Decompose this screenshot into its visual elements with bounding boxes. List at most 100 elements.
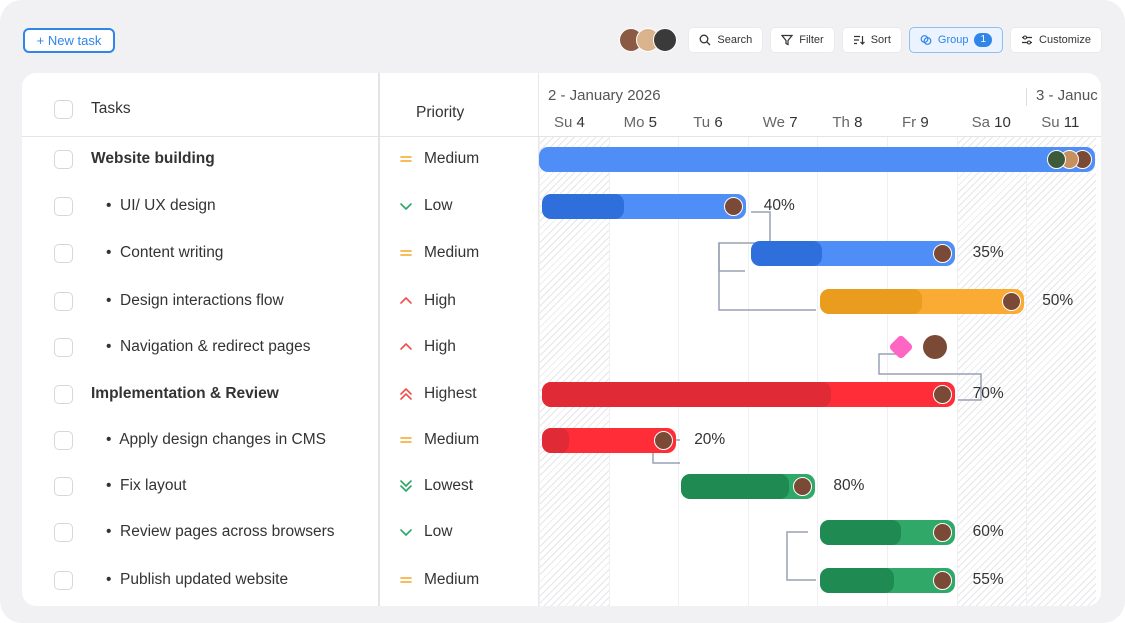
task-name[interactable]: • Fix layout xyxy=(106,477,187,494)
progress-label: 80% xyxy=(833,477,865,494)
day-header: Tu 6 xyxy=(693,114,723,131)
filter-label: Filter xyxy=(799,34,824,46)
progress-fill xyxy=(542,428,569,453)
avatar xyxy=(654,431,674,450)
progress-fill xyxy=(820,520,901,545)
task-bar[interactable] xyxy=(539,147,1095,172)
sliders-icon xyxy=(1022,35,1033,45)
task-name[interactable]: • Apply design changes in CMS xyxy=(106,431,326,448)
search-button[interactable]: Search xyxy=(688,27,764,53)
progress-fill xyxy=(681,474,789,499)
new-task-button[interactable]: + New task xyxy=(23,28,115,53)
task-bar[interactable] xyxy=(681,474,816,499)
task-checkbox[interactable] xyxy=(54,292,73,311)
chevron-up-icon xyxy=(400,297,412,304)
day-header: Mo 5 xyxy=(623,114,657,131)
task-bar[interactable] xyxy=(820,568,955,593)
avatar xyxy=(932,244,952,263)
priority-cell[interactable]: Highest xyxy=(398,384,477,404)
task-name[interactable]: • UI/ UX design xyxy=(106,197,216,214)
equals-icon xyxy=(400,156,412,162)
toolbar: Search Filter Sort Group 1 Customize xyxy=(619,27,1102,53)
double-chevron-up-icon xyxy=(400,388,412,400)
priority-cell[interactable]: High xyxy=(398,337,456,357)
priority-cell[interactable]: Lowest xyxy=(398,476,473,496)
priority-header: Priority xyxy=(416,104,465,121)
day-header: Fr 9 xyxy=(902,114,929,131)
avatar xyxy=(932,385,952,404)
chevron-down-icon xyxy=(400,203,412,210)
priority-cell[interactable]: Medium xyxy=(398,570,479,590)
priority-column: Priority Medium Low Medium High High Highest M… xyxy=(382,73,539,606)
group-button[interactable]: Group 1 xyxy=(908,27,1004,53)
task-checkbox[interactable] xyxy=(54,571,73,590)
task-bar[interactable] xyxy=(820,289,1025,314)
task-bar[interactable] xyxy=(542,382,955,407)
priority-cell[interactable]: High xyxy=(398,291,456,311)
team-avatars[interactable] xyxy=(619,28,678,52)
task-column: Tasks Website building • UI/ UX design •… xyxy=(22,73,380,606)
task-bar[interactable] xyxy=(542,428,677,453)
day-column xyxy=(608,137,679,606)
avatar[interactable] xyxy=(923,335,947,359)
month-label: 3 - Januc xyxy=(1036,87,1098,104)
avatar xyxy=(932,571,952,590)
task-checkbox[interactable] xyxy=(54,431,73,450)
progress-fill xyxy=(750,241,823,266)
progress-label: 60% xyxy=(972,523,1004,540)
avatar xyxy=(1002,292,1022,311)
task-name[interactable]: • Navigation & redirect pages xyxy=(106,338,311,355)
priority-cell[interactable]: Medium xyxy=(398,149,479,169)
priority-cell[interactable]: Medium xyxy=(398,243,479,263)
priority-cell[interactable]: Medium xyxy=(398,430,479,450)
task-name[interactable]: • Design interactions flow xyxy=(106,292,284,309)
priority-cell[interactable]: Low xyxy=(398,522,452,542)
day-column xyxy=(1026,137,1096,606)
task-bar[interactable] xyxy=(820,520,955,545)
search-label: Search xyxy=(717,34,753,46)
task-checkbox[interactable] xyxy=(54,244,73,263)
task-bar[interactable] xyxy=(750,241,955,266)
progress-fill xyxy=(820,568,895,593)
group-label: Group xyxy=(937,34,969,46)
avatar[interactable] xyxy=(653,28,678,52)
equals-icon xyxy=(400,437,412,443)
task-name[interactable]: • Review pages across browsers xyxy=(106,523,335,540)
progress-fill xyxy=(542,194,624,219)
day-column xyxy=(678,137,748,606)
task-name[interactable]: Implementation & Review xyxy=(91,385,279,402)
avatar xyxy=(793,477,813,496)
chevron-up-icon xyxy=(400,343,412,350)
avatar xyxy=(932,523,952,542)
chevron-down-icon xyxy=(400,529,412,536)
month-label: 2 - January 2026 xyxy=(548,87,661,104)
task-name[interactable]: • Publish updated website xyxy=(106,571,289,588)
task-checkbox[interactable] xyxy=(54,385,73,404)
task-checkbox[interactable] xyxy=(54,197,73,216)
group-count-badge: 1 xyxy=(974,33,993,47)
sort-button[interactable]: Sort xyxy=(841,27,902,53)
equals-icon xyxy=(400,250,412,256)
progress-label: 35% xyxy=(972,244,1004,261)
avatar xyxy=(723,197,743,216)
filter-button[interactable]: Filter xyxy=(770,27,835,53)
day-header: Su 4 xyxy=(554,114,585,131)
task-checkbox[interactable] xyxy=(54,338,73,357)
progress-label: 40% xyxy=(763,197,795,214)
customize-button[interactable]: Customize xyxy=(1010,27,1102,53)
task-checkbox[interactable] xyxy=(54,477,73,496)
task-checkbox[interactable] xyxy=(54,523,73,542)
day-column xyxy=(817,137,887,606)
gantt-card: Tasks Website building • UI/ UX design •… xyxy=(22,73,1101,606)
select-all-checkbox[interactable] xyxy=(54,100,73,119)
progress-fill xyxy=(542,382,831,407)
search-icon xyxy=(699,34,711,46)
task-bar[interactable] xyxy=(542,194,746,219)
priority-cell[interactable]: Low xyxy=(398,196,452,216)
task-name[interactable]: • Content writing xyxy=(106,244,224,261)
customize-label: Customize xyxy=(1039,34,1091,46)
progress-label: 20% xyxy=(694,431,726,448)
gantt-chart: 2 - January 2026 3 - Januc Su 4 Mo 5 Tu 6 W… xyxy=(539,73,1101,606)
task-name[interactable]: Website building xyxy=(91,150,215,167)
task-checkbox[interactable] xyxy=(54,150,73,169)
